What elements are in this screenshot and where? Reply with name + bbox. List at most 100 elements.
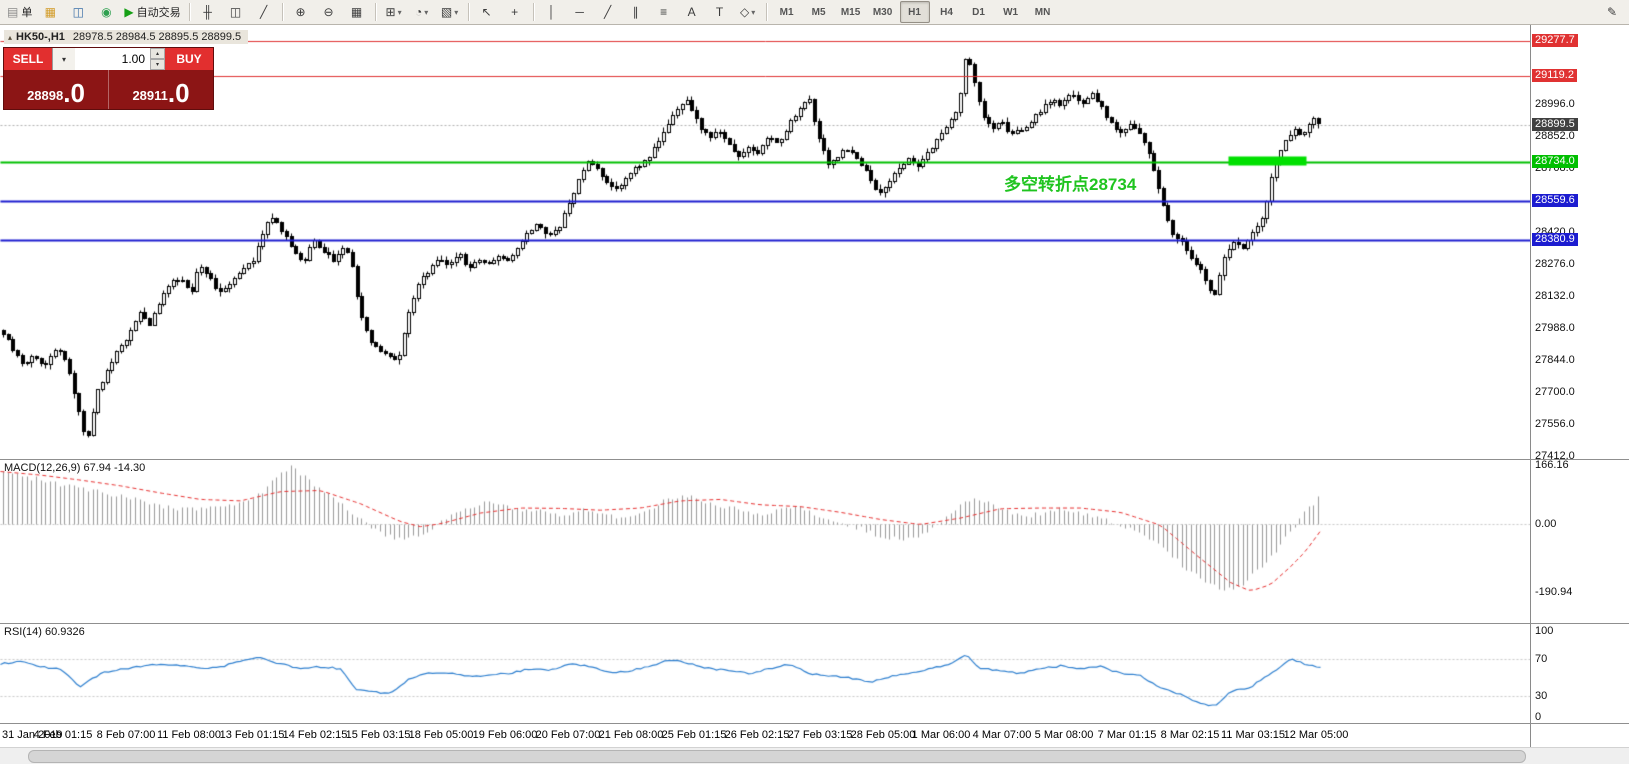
chart-window: ▴ HK50-,H1 28978.5 28984.5 28895.5 28899.5… bbox=[0, 25, 1629, 747]
time-axis-label: 7 Mar 01:15 bbox=[1097, 729, 1157, 741]
periods-icon: ◔ bbox=[414, 5, 423, 19]
toolbar-separator bbox=[374, 3, 376, 21]
macd-axis-label: 166.16 bbox=[1535, 458, 1569, 471]
toolbar-separator bbox=[532, 3, 534, 21]
price-axis-label: 28852.0 bbox=[1535, 129, 1575, 142]
chart-marker-icon: ▴ bbox=[8, 33, 13, 42]
volume-increase-button[interactable]: ▴ bbox=[150, 48, 165, 59]
rsi-panel-separator[interactable] bbox=[0, 623, 1629, 624]
bar-chart-icon[interactable]: ╫ bbox=[195, 1, 221, 23]
trendline-icon[interactable]: ╱ bbox=[595, 1, 621, 23]
sell-button[interactable]: SELL bbox=[4, 48, 52, 70]
time-axis-label: 25 Feb 01:15 bbox=[661, 729, 727, 741]
timeframe-w1-button[interactable]: W1 bbox=[1003, 6, 1019, 18]
crosshair-icon[interactable]: + bbox=[502, 1, 528, 23]
candlestick-chart-icon[interactable]: ◫ bbox=[223, 1, 249, 23]
buy-price[interactable]: 28911.0 bbox=[108, 70, 213, 109]
price-tag-blue: 28380.9 bbox=[1532, 233, 1578, 247]
buy-button[interactable]: BUY bbox=[165, 48, 213, 70]
price-tag-red: 29119.2 bbox=[1532, 69, 1577, 83]
timeframe-m15-button[interactable]: M15 bbox=[840, 6, 861, 18]
time-axis-label: 28 Feb 05:00 bbox=[850, 729, 916, 741]
timeframe-mn-button[interactable]: MN bbox=[1034, 6, 1051, 18]
templates-icon: ▧ bbox=[440, 5, 453, 19]
timeframe-h4-button[interactable]: H4 bbox=[940, 6, 953, 18]
new-order-button[interactable]: ▤ 单 bbox=[4, 1, 35, 23]
volume-input[interactable]: 1.00 bbox=[75, 48, 150, 70]
indicators-icon: ⊞ bbox=[385, 5, 396, 19]
sell-price[interactable]: 28898.0 bbox=[4, 70, 108, 109]
channel-icon: ∥ bbox=[632, 5, 639, 19]
tile-windows-icon: ▦ bbox=[350, 5, 363, 19]
price-axis-label: 27844.0 bbox=[1535, 353, 1575, 366]
periods-icon[interactable]: ◔ ▾ bbox=[409, 1, 435, 23]
ohlc-values: 28978.5 28984.5 28895.5 28899.5 bbox=[72, 31, 242, 43]
toolbar-separator bbox=[188, 3, 190, 21]
time-axis-label: 13 Feb 01:15 bbox=[219, 729, 285, 741]
arrows-icon[interactable]: ◇ ▾ bbox=[735, 1, 761, 23]
price-axis-label: 28276.0 bbox=[1535, 257, 1575, 270]
chevron-down-icon: ▾ bbox=[454, 7, 459, 17]
zoom-out-icon[interactable]: ⊖ bbox=[316, 1, 342, 23]
price-tag-blue: 28559.6 bbox=[1532, 193, 1578, 207]
volume-dropdown[interactable]: ▾ bbox=[52, 48, 75, 70]
toolbar-separator bbox=[281, 3, 283, 21]
text-icon[interactable]: A bbox=[679, 1, 705, 23]
sell-price-main: 28898 bbox=[27, 88, 64, 103]
price-axis[interactable]: 28996.028852.028708.028420.028276.028132… bbox=[1530, 25, 1629, 747]
price-chart-canvas[interactable] bbox=[0, 25, 1530, 747]
volume-decrease-button[interactable]: ▾ bbox=[150, 59, 165, 70]
text-icon: A bbox=[687, 5, 696, 19]
price-tag-red: 29277.7 bbox=[1532, 33, 1578, 47]
label-icon: T bbox=[715, 5, 724, 19]
time-axis-label: 14 Feb 02:15 bbox=[282, 729, 348, 741]
macd-axis-label: 0.00 bbox=[1535, 518, 1557, 530]
cursor-icon: ↖ bbox=[481, 5, 492, 19]
time-axis-label: 26 Feb 02:15 bbox=[724, 729, 790, 741]
pencil-icon[interactable]: ✎ bbox=[1599, 1, 1625, 23]
timeframe-m5-button[interactable]: M5 bbox=[811, 6, 826, 18]
time-axis[interactable]: 31 Jan 2019 4 Feb 01:15 8 Feb 07:00 11 Feb … bbox=[0, 725, 1530, 747]
macd-panel-separator[interactable] bbox=[0, 459, 1629, 460]
price-axis-label: 27412.0 bbox=[1535, 449, 1575, 462]
channel-icon[interactable]: ∥ bbox=[623, 1, 649, 23]
time-axis-label: 4 Feb 01:15 bbox=[33, 729, 93, 741]
toolbar-separator bbox=[467, 3, 469, 21]
zoom-in-icon[interactable]: ⊕ bbox=[288, 1, 314, 23]
timeframe-m30-button[interactable]: M30 bbox=[872, 6, 893, 18]
timeframe-m1-button[interactable]: M1 bbox=[779, 6, 794, 18]
play-icon: ▶ bbox=[124, 5, 134, 19]
line-chart-icon[interactable]: ╱ bbox=[251, 1, 277, 23]
sell-price-frac: .0 bbox=[63, 78, 85, 108]
time-axis-label: 21 Feb 08:00 bbox=[598, 729, 664, 741]
rsi-axis-label: 0 bbox=[1535, 711, 1542, 723]
charts-window-icon[interactable]: ▦ bbox=[37, 1, 63, 23]
tile-windows-icon[interactable]: ▦ bbox=[344, 1, 370, 23]
price-tag-green: 28734.0 bbox=[1532, 154, 1578, 168]
price-axis-label: 27556.0 bbox=[1535, 417, 1575, 430]
indicators-icon[interactable]: ⊞ ▾ bbox=[381, 1, 407, 23]
timeframe-h1-button[interactable]: H1 bbox=[899, 1, 930, 23]
label-icon[interactable]: T bbox=[707, 1, 733, 23]
candlestick-chart-icon: ◫ bbox=[229, 5, 242, 19]
autotrading-button[interactable]: ▶ 自动交易 bbox=[121, 1, 183, 23]
timeframe-d1-button[interactable]: D1 bbox=[972, 6, 985, 18]
navigator-icon[interactable]: ◉ bbox=[93, 1, 119, 23]
chevron-down-icon: ▾ bbox=[61, 54, 66, 64]
time-axis-label: 11 Feb 08:00 bbox=[156, 729, 221, 741]
cursor-icon[interactable]: ↖ bbox=[474, 1, 500, 23]
rsi-axis-label: 100 bbox=[1535, 625, 1554, 637]
time-axis-label: 18 Feb 05:00 bbox=[408, 729, 474, 741]
fibonacci-icon[interactable]: ≡ bbox=[651, 1, 677, 23]
pencil-icon: ✎ bbox=[1606, 5, 1618, 19]
time-axis-label: 8 Mar 02:15 bbox=[1160, 729, 1220, 741]
scrollbar-thumb[interactable] bbox=[28, 750, 1526, 763]
horizontal-line-icon[interactable]: ─ bbox=[567, 1, 593, 23]
templates-icon[interactable]: ▧ ▾ bbox=[437, 1, 463, 23]
chevron-down-icon: ▾ bbox=[397, 7, 402, 17]
vertical-line-icon[interactable]: │ bbox=[539, 1, 565, 23]
price-axis-label: 28996.0 bbox=[1535, 97, 1575, 110]
market-watch-icon[interactable]: ◫ bbox=[65, 1, 91, 23]
horizontal-scrollbar[interactable] bbox=[0, 747, 1629, 764]
